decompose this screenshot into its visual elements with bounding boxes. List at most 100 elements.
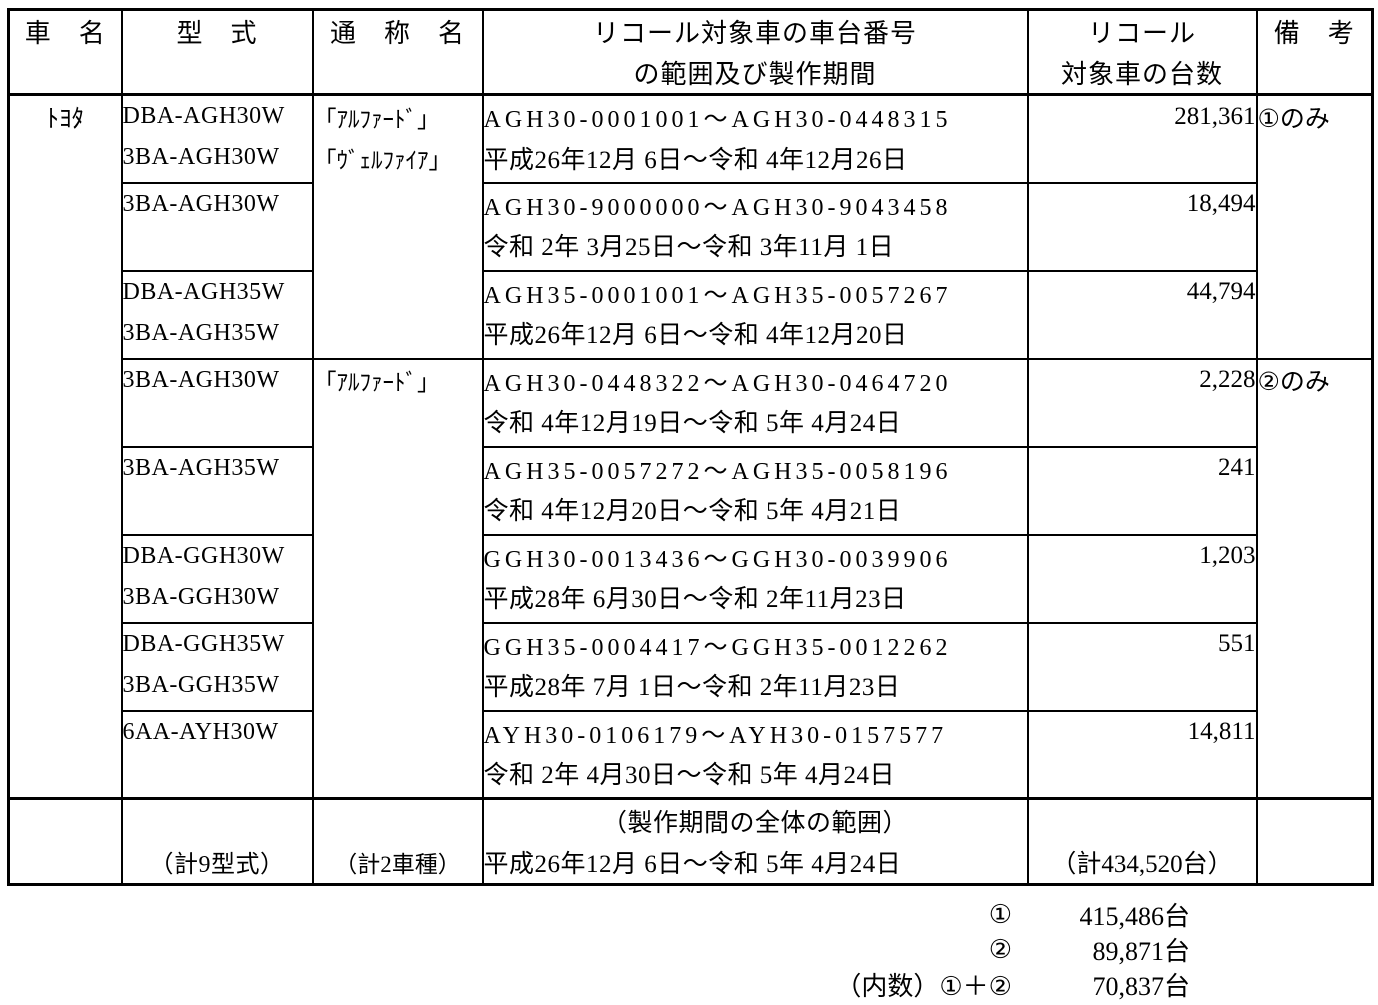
production-period-value: 平成28年 7月 1日～令和 2年11月23日 (483, 674, 901, 701)
model-value: DBA-AGH35W (122, 278, 285, 305)
header-range: リコール対象車の車台番号 の範囲及び製作期間 (481, 8, 1029, 96)
chassis-range-value: GGH35-0004417～GGH35-0012262 (483, 634, 952, 661)
count-value: 18,494 (1186, 190, 1256, 217)
production-period-value: 令和 2年 3月25日～令和 3年11月 1日 (483, 234, 895, 261)
cell-count: 18,494 (1026, 181, 1258, 272)
chassis-range-value: AGH35-0057272～AGH35-0058196 (483, 458, 952, 485)
footer-count-total-cell: （計434,520台） (1026, 797, 1258, 886)
cell-range: AGH30-0448322～AGH30-0464720 令和 4年12月19日～… (481, 357, 1029, 448)
common-name-value: 「ｳﾞｪﾙﾌｧｲｱ」 (313, 147, 452, 173)
production-period-value: 平成28年 6月30日～令和 2年11月23日 (483, 586, 907, 613)
summary-row: ① 415,486台 (0, 897, 1190, 932)
model-value: DBA-GGH35W (122, 630, 285, 657)
header-count-line2: 対象車の台数 (1060, 60, 1223, 89)
cell-range: AGH30-9000000～AGH30-9043458 令和 2年 3月25日～… (481, 181, 1029, 272)
cell-count: 44,794 (1026, 269, 1258, 360)
production-period-value: 令和 2年 4月30日～令和 5年 4月24日 (483, 762, 896, 789)
cell-count: 1,203 (1026, 533, 1258, 624)
header-model: 型 式 (120, 8, 314, 96)
table-row: ﾄﾖﾀ DBA-AGH30W 3BA-AGH30W 「ｱﾙﾌｧｰﾄﾞ」 「ｳﾞｪ… (7, 93, 1374, 800)
table-footer-row: （計9型式） （計2車種） （製作期間の全体の範囲） 平成26年12月 6日～令… (7, 797, 1374, 886)
cell-count: 551 (1026, 621, 1258, 712)
header-car-name-label: 車 名 (24, 19, 106, 48)
chassis-range-value: AGH30-9000000～AGH30-9043458 (483, 194, 952, 221)
table-row: DBA-GGH35W 3BA-GGH35W GGH35-0004417～GGH3… (9, 621, 1373, 712)
remark-value: ②のみ (1257, 369, 1330, 396)
common-total-value: （計2車種） (334, 851, 461, 877)
header-count-line1: リコール (1087, 19, 1196, 48)
cell-count: 2,228 (1026, 357, 1258, 448)
chassis-range-value: AGH30-0448322～AGH30-0464720 (483, 370, 952, 397)
table-row: 6AA-AYH30W AYH30-0106179～AYH30-0157577 令… (9, 709, 1373, 800)
cell-car-name: ﾄﾖﾀ (7, 93, 123, 800)
table-row: 3BA-AGH35W AGH35-0057272～AGH35-0058196 令… (9, 445, 1373, 536)
table-row: 3BA-AGH30W 「ｱﾙﾌｧｰﾄﾞ」 AGH30-0448322～AGH30… (9, 357, 1374, 800)
model-value: 3BA-GGH35W (122, 671, 280, 698)
header-range-line2: の範囲及び製作期間 (633, 60, 877, 89)
common-name-value: 「ｱﾙﾌｧｰﾄﾞ」 (313, 370, 441, 395)
footer-common-total-cell: （計2車種） (311, 797, 484, 886)
model-value: 3BA-AGH30W (122, 366, 280, 393)
header-range-line1: リコール対象車の車台番号 (592, 19, 917, 48)
production-period-value: 令和 4年12月19日～令和 5年 4月24日 (483, 410, 902, 437)
cell-model: 3BA-AGH30W (120, 181, 314, 272)
cell-model: DBA-AGH30W 3BA-AGH30W (120, 93, 314, 184)
summary-label-2: ② (988, 934, 1012, 964)
summary-block: ① 415,486台 ② 89,871台 （内数）①＋② 70,837台 (0, 897, 1190, 1002)
summary-value-subset: 70,837台 (1092, 972, 1190, 1001)
model-value: 3BA-AGH30W (122, 144, 280, 170)
cell-range: GGH35-0004417～GGH35-0012262 平成28年 7月 1日～… (481, 621, 1029, 712)
count-value: 281,361 (1174, 102, 1256, 130)
footer-model-total-cell: （計9型式） (120, 797, 314, 886)
footer-car-name-cell (7, 797, 123, 886)
footer-period-cell: （製作期間の全体の範囲） 平成26年12月 6日～令和 5年 4月24日 (481, 797, 1029, 886)
cell-remark: ①のみ (1255, 93, 1374, 360)
cell-count: 281,361 (1026, 93, 1258, 184)
chassis-range-value: GGH30-0013436～GGH30-0039906 (483, 546, 952, 573)
common-name-value: 「ｱﾙﾌｧｰﾄﾞ」 (313, 106, 441, 132)
recall-document: 車 名 型 式 通 称 名 リコール対象車の車台番号 の範囲及び製作期間 リコー… (7, 8, 1374, 886)
header-remarks: 備 考 (1255, 8, 1374, 96)
cell-model: 3BA-AGH35W (120, 445, 314, 536)
cell-model: 6AA-AYH30W (120, 709, 314, 800)
summary-value-2: 89,871台 (1092, 937, 1190, 966)
production-period-value: 令和 4年12月20日～令和 5年 4月21日 (483, 498, 902, 525)
production-period-value: 平成26年12月 6日～令和 4年12月20日 (483, 322, 908, 349)
summary-row: ② 89,871台 (0, 932, 1190, 967)
summary-label-subset: （内数）①＋② (835, 972, 1012, 1001)
header-common-name-label: 通 称 名 (329, 19, 465, 48)
cell-range: AGH35-0001001～AGH35-0057267 平成26年12月 6日～… (481, 269, 1029, 360)
model-value: 3BA-AGH35W (122, 454, 280, 481)
overall-period-label: （製作期間の全体の範囲） (601, 809, 908, 837)
footer-remarks-cell (1255, 797, 1374, 886)
cell-remark: ②のみ (1255, 357, 1374, 800)
cell-model: DBA-GGH35W 3BA-GGH35W (120, 621, 314, 712)
recall-table: 車 名 型 式 通 称 名 リコール対象車の車台番号 の範囲及び製作期間 リコー… (7, 8, 1374, 886)
count-value: 551 (1218, 630, 1256, 657)
cell-range: AYH30-0106179～AYH30-0157577 令和 2年 4月30日～… (481, 709, 1029, 800)
cell-model: DBA-GGH30W 3BA-GGH30W (120, 533, 314, 624)
model-value: 3BA-GGH30W (122, 583, 280, 610)
chassis-range-value: AYH30-0106179～AYH30-0157577 (483, 722, 948, 749)
count-value: 2,228 (1199, 366, 1256, 393)
header-count: リコール 対象車の台数 (1026, 8, 1258, 96)
header-car-name: 車 名 (7, 8, 123, 96)
header-model-label: 型 式 (176, 19, 258, 48)
header-common-name: 通 称 名 (311, 8, 484, 96)
cell-common-name: 「ｱﾙﾌｧｰﾄﾞ」 (311, 357, 484, 800)
model-value: 6AA-AYH30W (122, 718, 279, 745)
cell-model: DBA-AGH35W 3BA-AGH35W (120, 269, 314, 360)
overall-period-value: 平成26年12月 6日～令和 5年 4月24日 (483, 850, 902, 878)
car-name-value: ﾄﾖﾀ (46, 105, 84, 133)
model-value: 3BA-AGH35W (122, 319, 280, 346)
cell-common-name: 「ｱﾙﾌｧｰﾄﾞ」 「ｳﾞｪﾙﾌｧｲｱ」 (311, 93, 484, 360)
count-value: 1,203 (1199, 542, 1256, 569)
header-row: 車 名 型 式 通 称 名 リコール対象車の車台番号 の範囲及び製作期間 リコー… (7, 8, 1374, 96)
model-total-value: （計9型式） (149, 852, 285, 878)
chassis-range-value: AGH35-0001001～AGH35-0057267 (483, 282, 952, 309)
count-total-value: （計434,520台） (1051, 850, 1233, 878)
remark-value: ①のみ (1257, 105, 1330, 133)
model-value: 3BA-AGH30W (122, 190, 280, 217)
header-remarks-label: 備 考 (1273, 19, 1355, 48)
model-value: DBA-GGH30W (122, 542, 285, 569)
